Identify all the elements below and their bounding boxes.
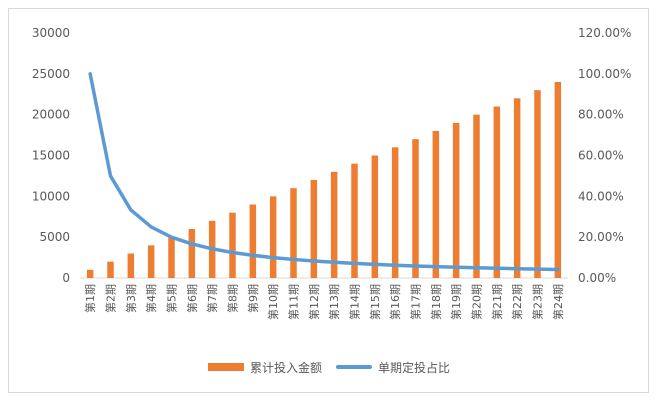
chart-frame	[8, 8, 649, 393]
legend-label-line: 单期定投占比	[378, 360, 451, 375]
bar	[513, 98, 521, 278]
x-category-label: 第15期	[368, 284, 382, 320]
x-category-label: 第9期	[246, 284, 260, 313]
left-y-tick-label: 5000	[39, 230, 70, 244]
right-y-tick-label: 20.00%	[578, 230, 624, 244]
x-category-label: 第17期	[409, 284, 423, 320]
legend-item-bar: 累计投入金额	[207, 359, 322, 376]
x-category-label: 第2期	[104, 284, 118, 313]
x-category-label: 第18期	[429, 284, 443, 320]
x-category-label: 第20期	[470, 284, 484, 320]
x-category-label: 第1期	[83, 284, 97, 313]
bar	[249, 204, 257, 278]
x-category-label: 第19期	[449, 284, 463, 320]
line-path	[88, 72, 560, 272]
right-y-tick-label: 60.00%	[578, 149, 624, 163]
legend-line-swatch	[336, 365, 372, 369]
x-category-label: 第5期	[165, 284, 179, 313]
x-category-label: 第21期	[490, 284, 504, 320]
bar	[229, 212, 236, 278]
x-category-label: 第6期	[185, 284, 199, 313]
right-y-tick-label: 40.00%	[578, 189, 624, 203]
x-category-label: 第13期	[327, 284, 341, 320]
left-y-tick-label: 15000	[32, 149, 70, 163]
legend: 累计投入金额 单期定投占比	[0, 357, 658, 377]
bar	[351, 163, 358, 278]
bar	[127, 253, 135, 278]
bar	[310, 180, 318, 278]
left-y-tick-label: 30000	[32, 26, 70, 40]
bar	[269, 196, 277, 278]
bar	[391, 147, 399, 278]
left-y-axis: 0 5000 10000 15000 20000 25000 30000	[32, 26, 70, 285]
line-series	[88, 72, 560, 272]
x-category-label: 第7期	[205, 284, 219, 313]
bar	[452, 122, 460, 278]
right-y-axis: 0.00% 20.00% 40.00% 60.00% 80.00% 100.00% 120.…	[578, 26, 631, 285]
legend-bar-swatch	[207, 363, 244, 371]
left-y-tick-label: 0	[62, 271, 70, 285]
right-y-tick-label: 120.00%	[578, 26, 631, 40]
x-category-label: 第24期	[551, 284, 565, 320]
x-category-label: 第8期	[226, 284, 240, 313]
right-y-tick-label: 80.00%	[578, 108, 624, 122]
x-category-label: 第11期	[287, 284, 301, 320]
bar	[147, 245, 155, 278]
left-y-tick-label: 25000	[32, 67, 70, 81]
bar	[168, 237, 175, 278]
bar	[371, 155, 379, 278]
x-category-label: 第12期	[307, 284, 321, 320]
left-y-tick-label: 20000	[32, 108, 70, 122]
x-category-label: 第4期	[144, 284, 158, 313]
x-category-label: 第23期	[531, 284, 545, 320]
bar	[86, 269, 94, 278]
bar	[473, 114, 480, 279]
x-axis-categories: 第1期 第2期 第3期 第4期 第5期 第6期 第7期 第8期 第9期 第10期 第11期 第12期第…	[83, 284, 565, 320]
bar	[493, 106, 501, 278]
legend-item-line: 单期定投占比	[336, 359, 450, 376]
x-category-label: 第16期	[388, 284, 402, 320]
bar	[290, 188, 297, 278]
bar	[188, 229, 196, 278]
bar-series	[86, 82, 562, 279]
bar	[554, 82, 562, 278]
right-y-tick-label: 100.00%	[578, 67, 631, 81]
right-y-tick-label: 0.00%	[578, 271, 616, 285]
x-category-label: 第14期	[348, 284, 362, 320]
x-category-label: 第3期	[124, 284, 138, 313]
bar	[534, 90, 541, 279]
left-y-tick-label: 10000	[32, 189, 70, 203]
bar	[107, 261, 114, 278]
legend-label-bar: 累计投入金额	[249, 360, 322, 375]
bar	[412, 139, 419, 278]
bar	[432, 131, 440, 278]
x-category-label: 第10期	[266, 284, 280, 320]
x-category-label: 第22期	[510, 284, 524, 320]
bar	[330, 171, 338, 278]
